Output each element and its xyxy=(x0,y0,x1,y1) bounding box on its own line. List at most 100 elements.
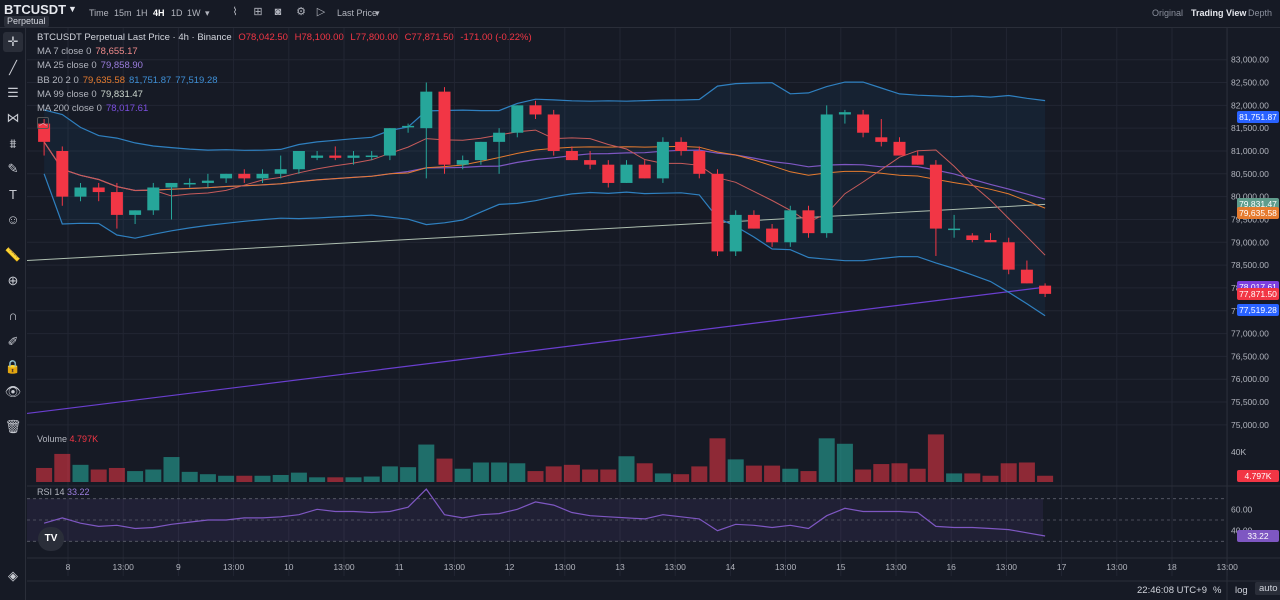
volume-bar xyxy=(727,459,744,482)
time-tick: 18 xyxy=(1167,562,1177,572)
pattern-icon[interactable]: ⋈ xyxy=(6,110,20,125)
candle-body xyxy=(56,150,69,197)
tf-dropdown-icon[interactable]: ▾ xyxy=(205,8,210,18)
text-icon[interactable]: T xyxy=(9,187,17,202)
candle xyxy=(638,160,651,179)
candle xyxy=(92,182,105,202)
brush-icon[interactable]: ✎ xyxy=(7,161,19,176)
auto-toggle[interactable]: auto xyxy=(1255,582,1280,595)
time-tick: 13:00 xyxy=(1106,562,1128,572)
eye-icon[interactable]: 👁 xyxy=(4,384,22,399)
candle xyxy=(966,233,979,243)
volume-bar xyxy=(108,467,125,482)
view-original[interactable]: Original xyxy=(1152,8,1184,18)
trendline-icon[interactable]: ╱ xyxy=(9,60,17,75)
tf-1h[interactable]: 1H xyxy=(136,8,148,18)
horizontal-lines-icon[interactable]: ☰ xyxy=(7,85,19,100)
legend-ma25[interactable]: MA 25 close 0 79,858.90 xyxy=(37,59,532,73)
volume-bar xyxy=(127,471,144,482)
legend-title: BTCUSDT Perpetual Last Price · 4h · Bina… xyxy=(37,32,232,43)
tf-1w[interactable]: 1W xyxy=(187,8,201,18)
time-tick: 14 xyxy=(726,562,736,572)
compare-icon[interactable]: ⊞ xyxy=(253,6,263,18)
candle xyxy=(438,87,451,174)
ma200-value: 78,017.61 xyxy=(105,102,149,114)
price-chart[interactable]: 83,000.00 82,500.00 82,000.00 81,500.00 81,0… xyxy=(27,28,1280,600)
price-source-caret-icon[interactable]: ▾ xyxy=(375,8,380,18)
candle xyxy=(766,224,779,247)
candle-body xyxy=(784,210,797,243)
ma7-line xyxy=(43,129,1046,256)
legend-collapse[interactable]: ︿ xyxy=(37,116,532,130)
legend-ma99[interactable]: MA 99 close 0 79,831.47 xyxy=(37,88,532,102)
candle xyxy=(311,150,324,161)
view-trading-view[interactable]: Trading View xyxy=(1191,8,1247,18)
rsi-axis-tick: 60.00 xyxy=(1231,504,1253,514)
layers-icon[interactable]: ◈ xyxy=(8,568,18,583)
tradingview-logo[interactable]: TV xyxy=(38,527,64,551)
indicators-icon[interactable]: ⌇ xyxy=(232,6,238,18)
candle-body xyxy=(766,228,779,243)
legend-bb[interactable]: BB 20 2 0 79,635.58 81,751.87 77,519.28 xyxy=(37,74,532,88)
candle xyxy=(383,128,396,161)
volume-bar xyxy=(800,471,817,482)
price-source-select[interactable]: Last Price xyxy=(337,8,378,18)
crosshair-icon[interactable]: ✛ xyxy=(3,32,23,52)
volume-bar xyxy=(54,453,71,482)
collapse-icon[interactable]: ︿ xyxy=(37,116,49,129)
volume-bar xyxy=(873,464,890,482)
candle-body xyxy=(420,91,433,129)
candle-body xyxy=(911,155,924,165)
fib-icon[interactable]: ⩩ xyxy=(9,136,17,151)
bb-low-value: 77,519.28 xyxy=(175,74,218,86)
pencil-lock-icon[interactable]: ✐ xyxy=(7,334,19,349)
magnet-icon[interactable]: ∩ xyxy=(8,308,18,323)
zoom-icon[interactable]: ⊕ xyxy=(7,273,19,288)
ma25-value: 79,858.90 xyxy=(100,60,143,72)
candle xyxy=(511,105,524,138)
clock-time[interactable]: 22:46:08 UTC+9 xyxy=(1137,585,1207,596)
price-tick: 82,000.00 xyxy=(1231,100,1269,110)
candle xyxy=(110,182,123,229)
camera-icon[interactable]: ◙ xyxy=(274,6,282,18)
tf-4h[interactable]: 4H xyxy=(153,8,165,18)
replay-icon[interactable]: ▷ xyxy=(316,6,326,18)
volume-bar xyxy=(855,469,872,482)
emoji-icon[interactable]: ☺ xyxy=(6,212,20,227)
tf-1d[interactable]: 1D xyxy=(171,8,183,18)
tf-15m[interactable]: 15m xyxy=(114,8,132,18)
settings-icon[interactable]: ⚙ xyxy=(296,6,306,18)
legend-ma200[interactable]: MA 200 close 0 78,017.61 xyxy=(37,102,532,116)
candle-body xyxy=(511,105,524,133)
price-tick: 75,500.00 xyxy=(1231,397,1269,407)
candle xyxy=(911,150,924,165)
volume-bar xyxy=(290,472,307,482)
volume-bar xyxy=(436,458,453,482)
candle xyxy=(220,173,233,183)
volume-bar xyxy=(636,463,653,482)
view-depth[interactable]: Depth xyxy=(1248,8,1273,18)
tf-time[interactable]: Time xyxy=(89,8,109,18)
volume-bar xyxy=(600,469,617,482)
candle-body xyxy=(402,125,415,128)
candle-body xyxy=(493,132,506,142)
volume-bar xyxy=(673,474,690,482)
ma25-label: MA 25 close 0 xyxy=(37,60,97,72)
volume-bar xyxy=(90,469,107,482)
lock-icon[interactable]: 🔒 xyxy=(4,359,22,374)
volume-bar xyxy=(72,464,89,482)
log-toggle[interactable]: log xyxy=(1235,585,1248,596)
legend-ma7[interactable]: MA 7 close 0 78,655.17 xyxy=(37,45,532,59)
symbol-title[interactable]: BTCUSDT xyxy=(4,2,67,17)
trash-icon[interactable]: 🗑 xyxy=(4,419,22,434)
top-toolbar: BTCUSDT ▼ Perpetual Time 15m 1H 4H 1D 1W… xyxy=(0,0,1280,28)
symbol-dropdown-icon[interactable]: ▼ xyxy=(68,4,77,14)
percent-toggle[interactable]: % xyxy=(1213,585,1222,596)
rsi-badge: 33.22 xyxy=(1237,530,1279,542)
price-tick: 82,500.00 xyxy=(1231,78,1269,88)
ruler-icon[interactable]: 📏 xyxy=(4,247,22,262)
volume-bar xyxy=(545,466,562,482)
ma7-value: 78,655.17 xyxy=(95,46,138,58)
candle-body xyxy=(638,164,651,179)
candle-body xyxy=(966,235,979,240)
